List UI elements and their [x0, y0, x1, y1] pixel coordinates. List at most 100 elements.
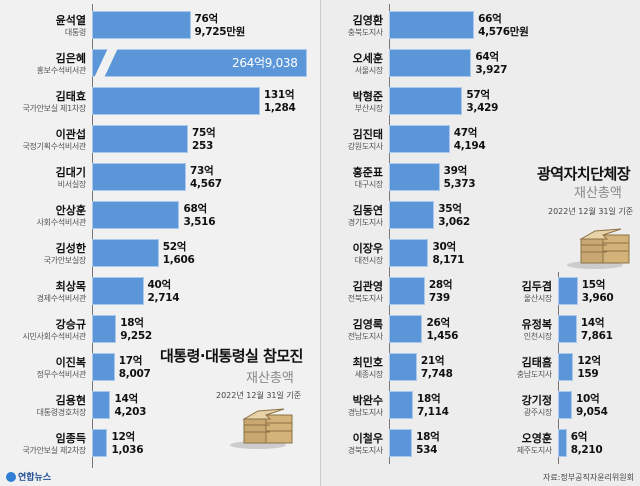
value-manwon: 3,516	[183, 216, 216, 228]
official-name: 이장우	[352, 242, 383, 255]
value-eok: 18억	[416, 393, 441, 405]
official-name: 김대기	[55, 166, 86, 179]
value-label: 26억 1,456	[426, 317, 458, 343]
official-name: 김동연	[352, 204, 383, 217]
panel-divider	[320, 0, 321, 486]
value-label: 47억 4,194	[454, 127, 486, 153]
value-label: 6억 8,210	[571, 431, 603, 457]
bar	[92, 125, 189, 153]
bar	[389, 163, 440, 191]
row-label: 김진태 강원도지사	[239, 125, 384, 155]
bar	[558, 315, 577, 343]
row-label: 박형준 부산시장	[239, 87, 384, 117]
official-role: 국가안보실장	[43, 256, 87, 265]
official-name: 김은혜	[55, 52, 86, 65]
row-label: 강기정 광주시장	[408, 391, 553, 421]
row-label: 김대기 비서실장	[0, 163, 87, 193]
official-role: 대통령경호처장	[36, 408, 87, 417]
row-label: 최상목 경제수석비서관	[0, 277, 87, 307]
row-label: 박완수 경남도지사	[239, 391, 384, 421]
row-label: 김용현 대통령경호처장	[0, 391, 87, 421]
value-label: 264억9,038	[232, 57, 298, 70]
value-manwon: 4,194	[453, 140, 486, 152]
value-manwon: 9,054	[575, 406, 608, 418]
official-role: 충북도지사	[347, 28, 384, 37]
money-stack-icon	[567, 228, 630, 269]
value-manwon: 253	[192, 140, 214, 152]
value-manwon: 739	[428, 292, 450, 304]
row-label: 김은혜 홍보수석비서관	[0, 49, 87, 79]
value-label: 68억 3,516	[183, 203, 215, 229]
value-eok: 21억	[420, 355, 445, 367]
value-manwon: 4,576만원	[478, 26, 529, 38]
official-role: 비서실장	[57, 180, 87, 189]
row-label: 김성한 국가안보실장	[0, 239, 87, 269]
official-name: 김영환	[352, 14, 383, 27]
value-label: 66억 4,576만원	[478, 13, 529, 39]
bar	[389, 239, 429, 267]
row-label: 김영록 전남도지사	[239, 315, 384, 345]
official-role: 경북도지사	[347, 446, 384, 455]
value-label: 18억 9,252	[120, 317, 152, 343]
bar	[92, 87, 260, 115]
official-role: 전북도지사	[347, 294, 384, 303]
value-label: 73억 4,567	[190, 165, 222, 191]
value-eok: 18억	[120, 317, 144, 329]
value-manwon: 8,007	[118, 368, 151, 380]
value-label: 21억 7,748	[421, 355, 453, 381]
official-role: 울산시장	[523, 294, 553, 303]
bar	[558, 391, 572, 419]
value-manwon: 7,861	[580, 330, 613, 342]
row-label: 오세훈 서울시장	[239, 49, 384, 79]
value-manwon: 8,171	[432, 254, 465, 266]
value-label: 10억 9,054	[576, 393, 608, 419]
value-label: 12억 1,036	[111, 431, 143, 457]
value-eok: 76억	[194, 13, 219, 25]
official-role: 국가안보실 제2차장	[22, 446, 86, 455]
money-stack-icon	[230, 408, 293, 449]
value-manwon: 9,725만원	[194, 26, 246, 38]
value-label: 39억 5,373	[444, 165, 476, 191]
bar	[389, 11, 475, 39]
row-label: 최민호 세종시장	[239, 353, 384, 383]
bar	[558, 353, 574, 381]
value-eok: 39억	[443, 165, 468, 177]
official-name: 유정복	[521, 318, 552, 331]
official-name: 이진복	[55, 356, 86, 369]
official-role: 대구시장	[354, 180, 384, 189]
value-label: 17억 8,007	[119, 355, 151, 381]
value-manwon: 8,210	[570, 444, 603, 456]
value-manwon: 1,606	[162, 254, 195, 266]
official-name: 최상목	[55, 280, 86, 293]
value-eok: 17억	[118, 355, 143, 367]
row-label: 이장우 대전시장	[239, 239, 384, 269]
value-eok: 75억	[192, 127, 216, 139]
row-label: 홍준표 대구시장	[239, 163, 384, 193]
official-name: 김성한	[55, 242, 86, 255]
official-name: 임종득	[55, 432, 86, 445]
value-eok: 15억	[581, 279, 606, 291]
bar	[389, 429, 413, 457]
row-label: 김태효 국가안보실 제1차장	[0, 87, 86, 117]
row-label: 안상훈 사회수석비서관	[0, 201, 87, 231]
value-manwon: 4,203	[114, 406, 147, 418]
value-manwon: 2,714	[147, 292, 180, 304]
left-chart-date: 2022년 12월 31일 기준	[216, 391, 302, 400]
official-role: 부산시장	[354, 104, 384, 113]
value-label: 12억 159	[577, 355, 601, 381]
official-name: 강기정	[521, 394, 552, 407]
row-label: 김태흠 충남도지사	[408, 353, 553, 383]
official-role: 국가안보실 제1차장	[22, 104, 86, 113]
bar	[558, 277, 578, 305]
left-chart-title: 대통령·대통령실 참모진	[160, 347, 303, 365]
row-label: 이철우 경북도지사	[239, 429, 384, 459]
official-name: 강승규	[55, 318, 86, 331]
value-eok: 131억	[263, 89, 295, 101]
official-name: 이관섭	[55, 128, 86, 141]
row-label: 강승규 시민사회수석비서관	[0, 315, 86, 345]
right-chart-date: 2022년 12월 31일 기준	[548, 207, 634, 216]
official-role: 대통령	[64, 28, 86, 37]
row-label: 김두겸 울산시장	[408, 277, 553, 307]
bar	[92, 315, 117, 343]
value-eok: 30억	[432, 241, 456, 253]
